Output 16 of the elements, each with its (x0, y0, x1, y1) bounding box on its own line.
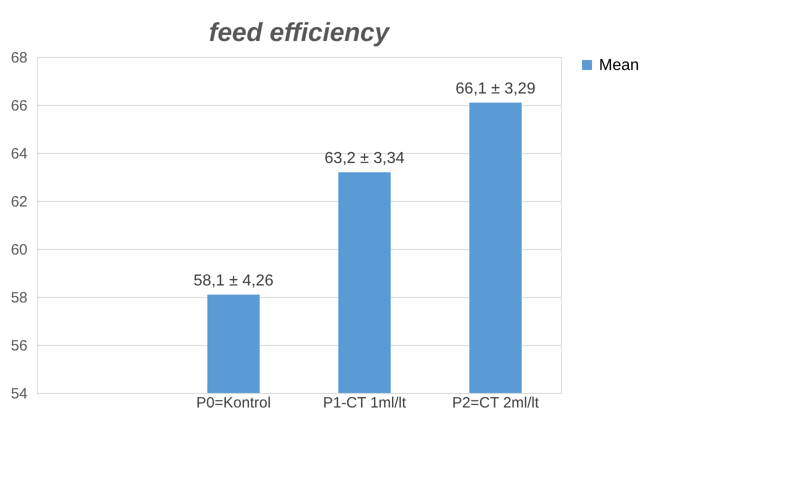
y-tick-label: 56 (10, 338, 28, 354)
y-tick-label: 54 (10, 386, 28, 402)
y-tick-label: 66 (10, 98, 28, 114)
data-label: 58,1 ± 4,26 (194, 272, 274, 290)
y-tick-label: 62 (10, 194, 28, 210)
x-tick-label: P0=Kontrol (196, 394, 271, 412)
y-tick-label: 60 (10, 242, 28, 258)
y-tick-label: 68 (10, 50, 28, 66)
y-tick-label: 58 (10, 290, 28, 306)
x-tick-label: P2=CT 2ml/lt (452, 394, 540, 412)
chart-title: feed efficiency (208, 17, 391, 47)
legend-label: Mean (599, 57, 640, 74)
y-tick-label: 64 (10, 146, 28, 162)
x-tick-label: P1-CT 1ml/lt (322, 394, 407, 412)
data-label: 66,1 ± 3,29 (456, 80, 536, 98)
data-label: 63,2 ± 3,34 (324, 150, 405, 168)
